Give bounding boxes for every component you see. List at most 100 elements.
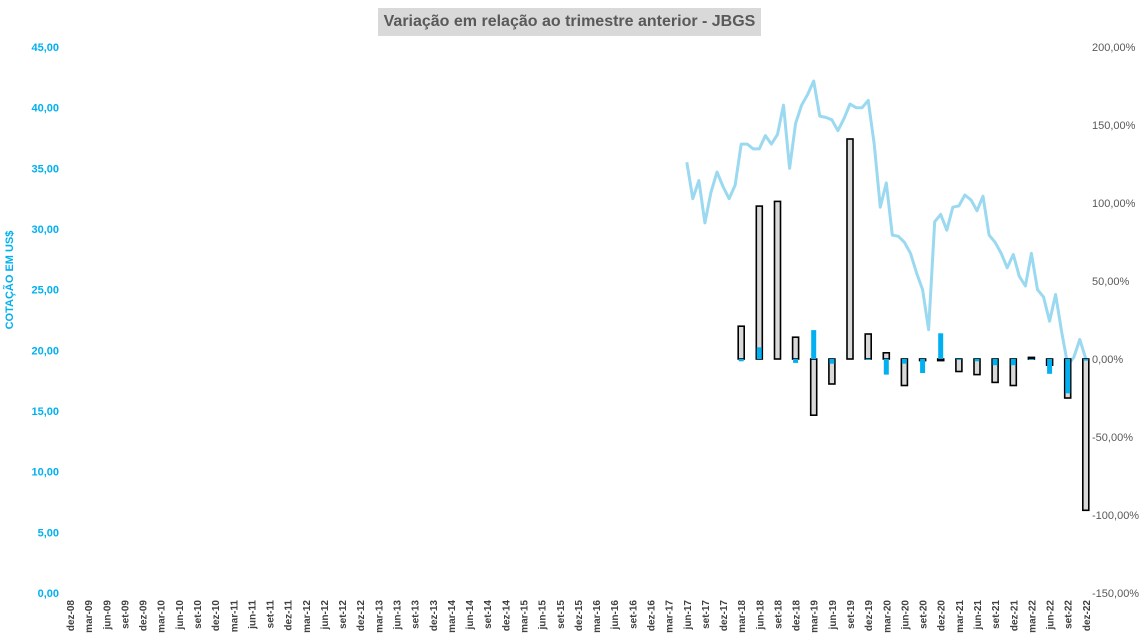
- variation-bar: [955, 358, 963, 373]
- variation-bar-blue: [865, 359, 871, 360]
- variation-bar-blue: [829, 359, 835, 364]
- x-tick-label: dez-14: [501, 600, 512, 632]
- x-tick-label: jun-12: [320, 600, 331, 631]
- x-tick-label: mar-16: [592, 600, 603, 633]
- x-axis-ticks: dez-08 mar-09 jun-09 set-09 dez-09 mar-10 jun-…: [66, 600, 1093, 633]
- variation-bar-blue: [1047, 359, 1053, 374]
- x-tick-label: jun-14: [465, 600, 476, 631]
- variation-bar: [936, 358, 945, 362]
- variation-bar-blue: [938, 333, 944, 359]
- price-line-layer: [685, 79, 1088, 367]
- left-tick-label: 10,00: [31, 467, 59, 479]
- variation-bar-blue: [956, 359, 962, 360]
- x-tick-label: jun-10: [175, 600, 186, 631]
- x-tick-label: dez-19: [864, 600, 875, 632]
- x-tick-label: set-10: [193, 600, 204, 629]
- x-tick-label: jun-15: [538, 600, 549, 631]
- x-tick-label: jun-13: [393, 600, 404, 631]
- variation-bar-blue: [793, 359, 799, 363]
- price-line: [685, 79, 1088, 367]
- right-tick-label: -100,00%: [1092, 510, 1139, 522]
- x-tick-label: set-15: [556, 600, 567, 629]
- x-tick-label: dez-15: [574, 600, 585, 632]
- left-tick-label: 35,00: [31, 163, 59, 175]
- x-tick-label: dez-21: [1009, 600, 1020, 632]
- x-tick-label: dez-18: [792, 600, 803, 632]
- right-tick-label: -150,00%: [1092, 588, 1139, 600]
- x-tick-label: jun-20: [900, 600, 911, 631]
- y-axis-label: COTAÇÃO EM US$: [4, 230, 16, 330]
- x-tick-label: jun-09: [102, 600, 113, 631]
- right-tick-label: 200,00%: [1092, 42, 1136, 54]
- x-tick-label: mar-18: [737, 600, 748, 633]
- variation-bar: [737, 325, 746, 360]
- variation-bar-blue: [1028, 359, 1034, 360]
- left-tick-label: 20,00: [31, 345, 59, 357]
- variation-bar-blue: [1083, 359, 1089, 361]
- x-tick-label: mar-14: [447, 600, 458, 633]
- left-tick-label: 45,00: [31, 42, 59, 54]
- x-tick-label: jun-17: [683, 600, 694, 631]
- x-tick-label: jun-11: [247, 600, 258, 630]
- variation-bar: [846, 138, 854, 360]
- x-tick-label: jun-16: [610, 600, 621, 631]
- x-tick-label: mar-19: [810, 600, 821, 633]
- x-tick-label: set-22: [1064, 600, 1075, 629]
- x-tick-label: set-19: [846, 600, 857, 629]
- left-tick-label: 15,00: [31, 406, 59, 418]
- variation-bar-blue: [883, 359, 889, 375]
- x-tick-label: mar-13: [374, 600, 385, 633]
- x-tick-label: jun-22: [1046, 600, 1057, 631]
- variation-bar-blue: [738, 359, 744, 362]
- x-tick-label: set-20: [919, 600, 930, 629]
- variation-bar-blue: [901, 359, 907, 364]
- x-tick-label: dez-13: [429, 600, 440, 632]
- left-tick-label: 25,00: [31, 285, 59, 297]
- right-tick-label: 50,00%: [1092, 276, 1130, 288]
- x-tick-label: dez-16: [646, 600, 657, 632]
- variation-bar-blue: [811, 330, 817, 359]
- variation-bar: [809, 358, 818, 417]
- left-tick-label: 30,00: [31, 224, 59, 236]
- variation-bar: [1027, 356, 1036, 360]
- x-tick-label: mar-10: [157, 600, 168, 633]
- right-tick-label: 150,00%: [1092, 120, 1136, 132]
- variation-bar: [791, 336, 800, 360]
- variation-bar-blue: [756, 347, 762, 359]
- x-tick-label: dez-11: [284, 600, 295, 631]
- left-axis-ticks: 0,00 5,00 10,00 15,00 20,00 25,00 30,00 35,00 40…: [31, 42, 59, 600]
- x-tick-label: dez-09: [139, 600, 150, 632]
- right-axis-ticks: -150,00% -100,00% -50,00% 0,00% 50,00% 100,00…: [1092, 42, 1139, 600]
- left-tick-label: 40,00: [31, 103, 59, 115]
- chart-title: Variação em relação ao trimestre anterio…: [383, 13, 756, 30]
- variation-bar: [1082, 358, 1090, 512]
- variation-bar-blue: [974, 359, 980, 362]
- x-tick-label: dez-12: [356, 600, 367, 632]
- x-tick-label: set-13: [411, 600, 422, 629]
- x-tick-label: dez-10: [211, 600, 222, 632]
- right-tick-label: -50,00%: [1092, 432, 1133, 444]
- left-tick-label: 0,00: [38, 588, 59, 600]
- x-tick-label: mar-09: [84, 600, 95, 633]
- x-tick-label: mar-20: [882, 600, 893, 633]
- x-tick-label: set-17: [701, 600, 712, 629]
- variation-bar: [773, 200, 782, 360]
- variation-bar: [882, 351, 891, 360]
- right-tick-label: 0,00%: [1092, 354, 1123, 366]
- x-tick-label: mar-15: [520, 600, 531, 633]
- x-tick-label: set-16: [628, 600, 639, 629]
- x-tick-label: dez-22: [1082, 600, 1093, 632]
- variation-bar: [973, 358, 981, 376]
- bar-layer: [737, 138, 1090, 512]
- chart-title-background: [378, 8, 761, 36]
- variation-bar-blue: [992, 359, 998, 366]
- x-tick-label: set-14: [483, 600, 494, 629]
- x-tick-label: jun-21: [973, 600, 984, 631]
- x-tick-label: set-21: [991, 600, 1002, 629]
- left-tick-label: 5,00: [38, 527, 59, 539]
- x-tick-label: set-12: [338, 600, 349, 629]
- variation-bar-blue: [1010, 359, 1016, 366]
- x-tick-label: dez-08: [66, 600, 77, 632]
- variation-bar: [755, 205, 764, 360]
